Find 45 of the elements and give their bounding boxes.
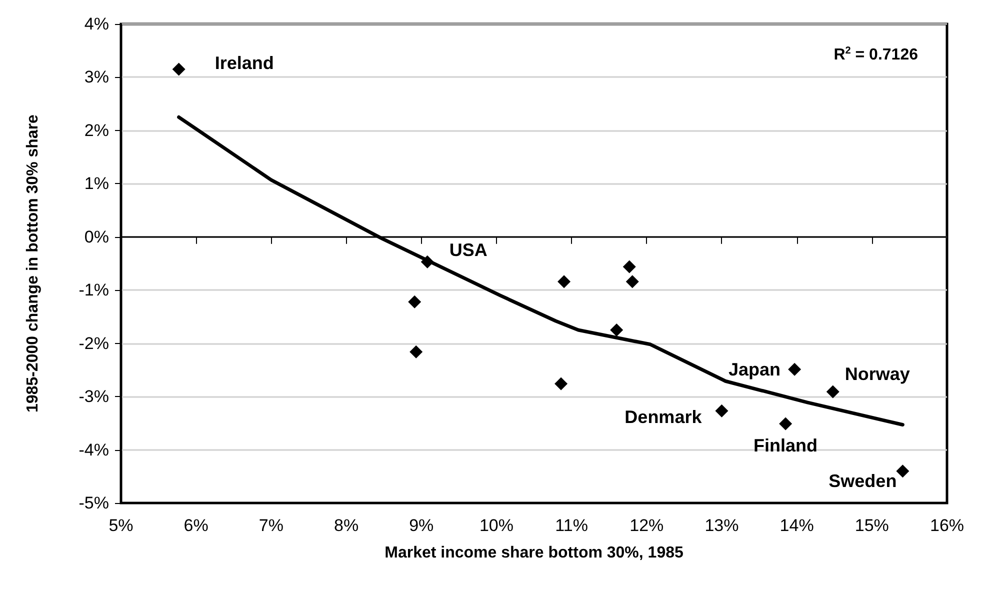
- annotation: USA: [449, 240, 488, 260]
- point: [420, 255, 434, 268]
- annotation: Ireland: [214, 53, 274, 74]
- x-tick-label: 14%: [780, 516, 814, 535]
- y-tick-label: -1%: [78, 280, 109, 300]
- y-tick-label: 1%: [84, 174, 109, 194]
- y-tick-label: 2%: [84, 120, 109, 140]
- y-axis-title: 1985-2000 change in bottom 30% share: [24, 114, 42, 412]
- annotation: Japan: [728, 359, 781, 380]
- x-tick-label: 13%: [704, 516, 739, 535]
- x-tick-label: 6%: [184, 516, 208, 535]
- y-tick-label: -5%: [78, 494, 109, 512]
- point: [779, 417, 792, 430]
- point: [622, 260, 636, 274]
- y-tick-label: 3%: [84, 68, 109, 87]
- point: [554, 377, 568, 390]
- annotation: Norway: [844, 364, 910, 384]
- point: [788, 362, 802, 376]
- annotation: Denmark: [624, 406, 703, 427]
- point: [715, 404, 728, 418]
- x-tick-label: 16%: [930, 516, 964, 535]
- x-tick-label: 12%: [630, 516, 664, 535]
- y-tick-label: 4%: [84, 14, 109, 34]
- x-tick-label: 10%: [479, 516, 514, 535]
- y-tick-label: 0%: [84, 227, 109, 246]
- x-tick-label: 7%: [258, 516, 284, 535]
- y-tick-label: -3%: [78, 387, 109, 406]
- x-tick-label: 9%: [409, 516, 434, 535]
- annotation: Sweden: [828, 471, 897, 492]
- point: [610, 324, 624, 337]
- y-tick-label: -2%: [78, 334, 109, 353]
- point: [408, 295, 422, 308]
- point: [826, 385, 840, 398]
- y-tick-label: -4%: [78, 440, 109, 460]
- point: [558, 275, 571, 288]
- x-tick-label: 5%: [108, 516, 134, 535]
- x-axis-title: Market income share bottom 30%, 1985: [384, 544, 684, 562]
- point: [896, 464, 910, 478]
- point: [410, 345, 423, 358]
- x-tick-label: 8%: [334, 516, 359, 535]
- x-tick-label: 15%: [854, 516, 889, 535]
- annotation: Finland: [754, 436, 818, 456]
- x-tick-label: 11%: [555, 516, 588, 535]
- point: [626, 275, 639, 288]
- point: [172, 62, 186, 76]
